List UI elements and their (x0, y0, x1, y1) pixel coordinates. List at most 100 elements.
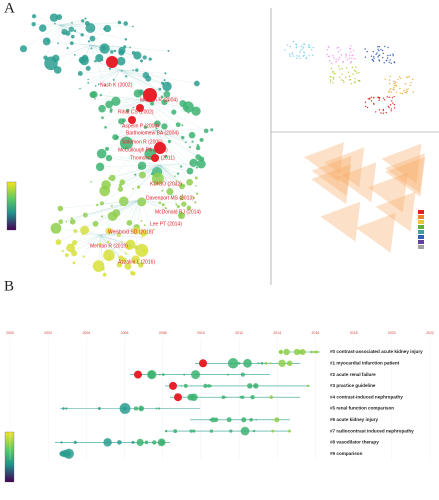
edge (101, 69, 121, 109)
node (166, 83, 169, 85)
node (377, 48, 379, 50)
node (61, 249, 64, 253)
node (240, 372, 245, 377)
node (199, 137, 204, 143)
node (387, 105, 390, 108)
node (289, 55, 291, 57)
edge (119, 69, 163, 84)
edge (91, 164, 161, 182)
node (383, 99, 386, 101)
edge (159, 164, 179, 207)
year-label: 2018 (350, 331, 358, 335)
node (64, 253, 69, 258)
panel-label: A (4, 0, 15, 16)
node (296, 57, 298, 59)
node (358, 79, 361, 82)
node (173, 429, 178, 434)
node (102, 272, 107, 277)
edge (99, 234, 142, 248)
node (213, 417, 219, 423)
node (164, 72, 167, 75)
node (190, 163, 192, 165)
edge (127, 99, 146, 111)
edge (99, 234, 110, 258)
node (388, 79, 391, 81)
node (167, 99, 170, 102)
edge (159, 164, 196, 203)
node (132, 69, 135, 72)
node (157, 438, 166, 447)
node (154, 120, 161, 128)
node (352, 49, 355, 52)
node (206, 384, 211, 388)
edge (119, 69, 138, 94)
node (117, 20, 122, 25)
node (403, 89, 405, 92)
node (387, 46, 389, 49)
node (70, 34, 75, 39)
edge (57, 44, 91, 70)
node (62, 407, 65, 410)
edge (116, 199, 141, 217)
edge (139, 199, 184, 205)
edge (120, 164, 161, 190)
node (336, 47, 338, 49)
edge (99, 234, 130, 248)
node (195, 166, 198, 169)
node (351, 57, 353, 60)
node (335, 60, 337, 63)
node (109, 174, 116, 182)
node (311, 54, 314, 57)
node (209, 429, 214, 433)
node (225, 396, 228, 399)
node (378, 98, 381, 100)
node (286, 44, 289, 46)
legend-swatch (418, 230, 424, 234)
node (97, 83, 100, 86)
node (307, 46, 310, 49)
node (271, 429, 275, 433)
node (158, 373, 161, 376)
edge (99, 230, 137, 236)
year-label: 2014 (273, 331, 281, 335)
edge (99, 234, 127, 254)
node (288, 429, 292, 433)
year-label: 2012 (235, 331, 243, 335)
node (339, 68, 341, 70)
node (80, 225, 90, 235)
edge (159, 163, 202, 166)
node (139, 59, 144, 63)
edge (89, 44, 131, 48)
edge (34, 16, 61, 26)
node (302, 55, 304, 57)
node (393, 95, 395, 98)
node (331, 54, 334, 57)
node (378, 55, 380, 57)
year-label: 2002 (44, 331, 52, 335)
node (94, 98, 96, 100)
node (274, 417, 280, 423)
node (226, 417, 232, 423)
edge (154, 129, 193, 136)
edge (55, 228, 101, 236)
node (377, 56, 379, 58)
edge (99, 234, 120, 265)
node (340, 54, 343, 56)
node (264, 361, 268, 365)
node (328, 55, 331, 58)
node (123, 45, 127, 49)
node (176, 172, 180, 175)
node (332, 76, 335, 79)
node (80, 33, 84, 37)
node (188, 131, 196, 139)
node (292, 40, 295, 43)
node (136, 104, 144, 112)
node (103, 438, 112, 447)
node (133, 406, 139, 411)
color-scale (6, 181, 17, 231)
node (305, 57, 307, 60)
node (312, 46, 314, 49)
cluster-label: #1 myocardial infarction patient (330, 361, 400, 366)
node (393, 87, 395, 89)
edge (154, 129, 192, 165)
